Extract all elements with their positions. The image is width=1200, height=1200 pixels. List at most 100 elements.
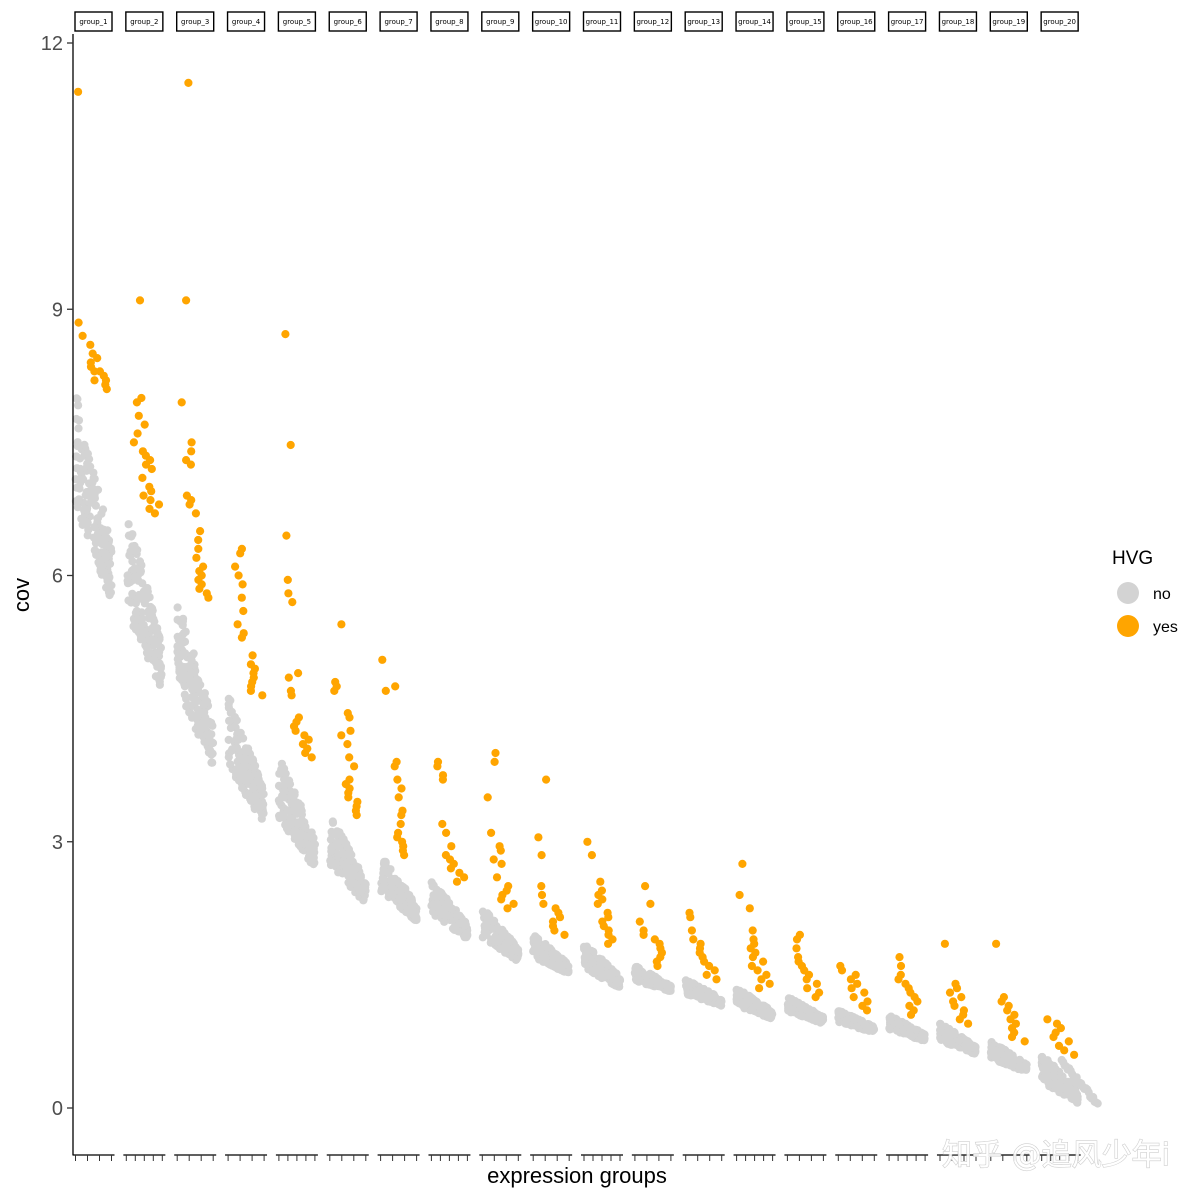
facet-strip-label: group_12 — [636, 18, 669, 26]
point-yes — [343, 740, 352, 749]
point-no — [427, 878, 436, 887]
legend-label: yes — [1153, 619, 1178, 636]
point-no — [123, 579, 133, 588]
point-no — [74, 424, 83, 433]
facet-strip-group_11: group_11 — [582, 11, 622, 32]
x-axis-group_9 — [479, 1154, 522, 1161]
points-group_5 — [274, 330, 319, 869]
x-axis-group_4 — [225, 1154, 268, 1161]
facet-strip-box — [531, 11, 571, 32]
point-yes — [705, 961, 714, 971]
point-yes — [345, 713, 354, 722]
point-yes — [246, 686, 255, 696]
legend: HVG no yes — [1112, 548, 1178, 637]
point-yes — [287, 691, 296, 700]
facet-strip-label: group_19 — [992, 18, 1025, 26]
point-no — [96, 567, 105, 576]
facet-strip-box — [125, 11, 164, 32]
point-no — [653, 974, 662, 983]
point-yes — [337, 731, 346, 740]
point-no — [895, 1020, 904, 1029]
point-no — [208, 721, 217, 730]
point-no — [1052, 1084, 1061, 1093]
point-no — [432, 893, 441, 902]
point-no — [83, 449, 92, 458]
facet-strip-label: group_11 — [586, 18, 619, 26]
point-yes — [483, 793, 492, 802]
point-yes — [560, 930, 569, 940]
y-tick-label: 3 — [52, 832, 63, 854]
point-no — [937, 1035, 946, 1044]
point-no — [86, 462, 95, 471]
point-yes — [950, 1001, 959, 1011]
point-no — [145, 636, 155, 645]
point-yes — [345, 753, 354, 762]
point-yes — [537, 890, 547, 900]
x-axis-group_17 — [886, 1154, 929, 1161]
point-yes — [393, 775, 402, 784]
point-no — [72, 452, 81, 461]
point-no — [743, 996, 752, 1005]
point-no — [200, 737, 209, 746]
point-yes — [895, 953, 904, 962]
point-no — [302, 832, 311, 842]
point-no — [714, 1000, 723, 1009]
facet-strip-group_20: group_20 — [1040, 11, 1079, 32]
point-no — [249, 762, 258, 771]
point-no — [93, 514, 103, 523]
point-no — [182, 702, 191, 711]
point-no — [1039, 1073, 1049, 1083]
point-yes — [860, 988, 869, 997]
facet-strip-group_16: group_16 — [837, 11, 876, 32]
point-yes — [452, 877, 462, 886]
point-yes — [396, 819, 405, 829]
facet-strip-box — [328, 11, 367, 32]
point-no — [150, 624, 159, 633]
x-axis-group_5 — [275, 1154, 318, 1161]
point-no — [155, 671, 164, 680]
point-no — [588, 957, 597, 967]
x-axis-group_15 — [784, 1154, 827, 1161]
point-yes — [635, 917, 644, 926]
point-no — [74, 401, 83, 410]
point-no — [282, 819, 291, 828]
point-no — [991, 1046, 1001, 1055]
facet-strip-label: group_4 — [232, 18, 261, 26]
x-axis-group_12 — [631, 1154, 674, 1161]
point-no — [226, 696, 235, 705]
point-no — [487, 924, 497, 933]
point-no — [406, 895, 415, 905]
point-no — [254, 771, 263, 780]
point-no — [351, 879, 360, 888]
point-yes — [147, 464, 156, 474]
points-group_19 — [986, 939, 1031, 1074]
point-no — [455, 919, 464, 928]
facet-strip-group_10: group_10 — [531, 11, 571, 32]
point-yes — [394, 793, 403, 802]
point-yes — [233, 620, 242, 629]
point-no — [613, 979, 622, 988]
point-no — [134, 626, 144, 635]
point-no — [511, 943, 520, 952]
legend-title: HVG — [1112, 548, 1153, 569]
point-no — [74, 495, 83, 504]
point-yes — [438, 819, 447, 829]
point-yes — [759, 957, 768, 966]
point-yes — [177, 398, 186, 407]
points-group_12 — [630, 882, 675, 995]
point-yes — [491, 748, 500, 758]
points-group_18 — [936, 939, 980, 1058]
point-yes — [238, 580, 247, 589]
facet-strip-group_3: group_3 — [175, 11, 215, 32]
point-no — [207, 739, 216, 748]
point-no — [225, 716, 234, 725]
points-group_9 — [478, 748, 523, 965]
point-yes — [748, 953, 758, 962]
point-no — [73, 503, 82, 512]
facet-strip-label: group_15 — [789, 18, 822, 26]
facet-strip-label: group_5 — [283, 18, 311, 26]
facet-strip-label: group_8 — [435, 18, 463, 26]
point-no — [175, 663, 184, 672]
point-yes — [955, 1015, 964, 1024]
